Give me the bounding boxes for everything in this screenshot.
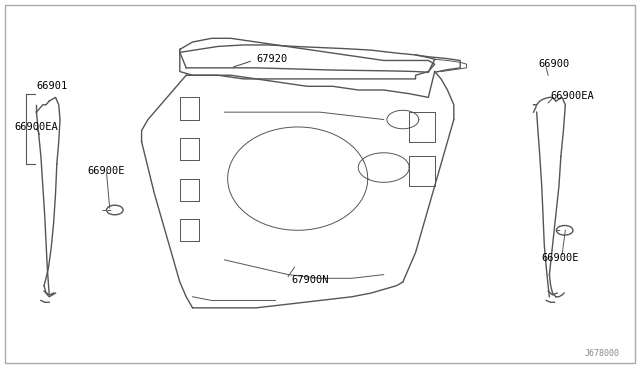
Text: 66900E: 66900E bbox=[541, 253, 579, 263]
Text: 67920: 67920 bbox=[256, 54, 287, 64]
Text: 66900EA: 66900EA bbox=[14, 122, 58, 132]
Text: 66900: 66900 bbox=[538, 59, 569, 69]
Text: 67900N: 67900N bbox=[291, 275, 329, 285]
Text: 66900EA: 66900EA bbox=[550, 90, 595, 100]
Text: 66900E: 66900E bbox=[88, 166, 125, 176]
Text: 66901: 66901 bbox=[36, 81, 68, 91]
Text: J678000: J678000 bbox=[584, 349, 620, 358]
